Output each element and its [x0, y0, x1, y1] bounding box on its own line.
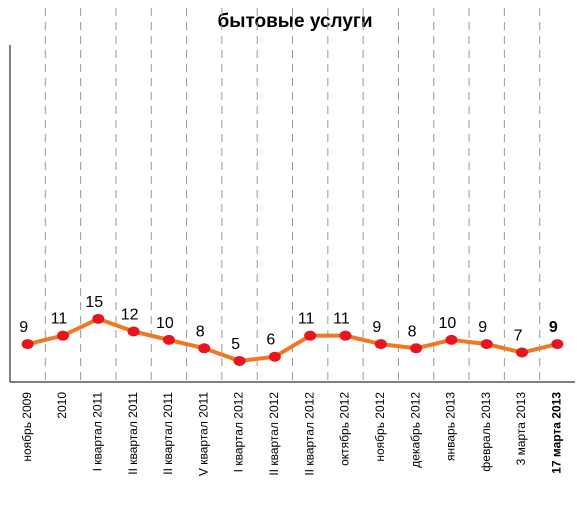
x-tick-label: декабрь 2012 [408, 392, 422, 468]
x-tick-label: II квартал 2012 [302, 392, 316, 476]
x-tick-label: февраль 2013 [479, 392, 493, 472]
x-tick-label: 2010 [55, 392, 69, 419]
marker [304, 330, 317, 341]
x-tick-label: II квартал 2012 [267, 392, 281, 476]
x-tick-label: ноябрь 2009 [20, 392, 34, 462]
data-label: 9 [19, 319, 28, 336]
marker [551, 339, 564, 350]
x-tick-label: I квартал 2012 [232, 392, 246, 473]
data-label: 6 [266, 332, 275, 349]
marker [410, 343, 423, 354]
marker [56, 330, 69, 341]
data-label: 5 [231, 336, 240, 353]
x-tick-label: 17 марта 2013 [550, 392, 564, 474]
marker [339, 330, 352, 341]
data-label: 10 [439, 315, 457, 332]
x-tick-label: 3 марта 2013 [514, 392, 528, 466]
data-label: 11 [298, 311, 315, 328]
marker [198, 343, 211, 354]
marker [480, 339, 493, 350]
marker [21, 339, 34, 350]
data-label: 7 [514, 328, 523, 345]
data-label: 15 [85, 294, 103, 311]
x-tick-label: V квартал 2011 [196, 392, 210, 476]
marker [127, 326, 140, 337]
x-tick-label: II квартал 2011 [161, 392, 175, 475]
data-label: 12 [121, 306, 139, 323]
chart-title: бытовые услуги [217, 11, 372, 32]
data-label: 9 [549, 319, 558, 336]
marker [92, 313, 105, 324]
x-tick-label: январь 2013 [444, 392, 458, 461]
data-label: 11 [333, 311, 350, 328]
data-label: 8 [408, 323, 417, 340]
x-tick-label: ноябрь 2012 [373, 392, 387, 462]
marker [374, 339, 387, 350]
marker [445, 334, 458, 345]
data-label: 8 [196, 323, 205, 340]
marker [516, 347, 529, 358]
line [27, 316, 558, 363]
data-label: 9 [372, 319, 381, 336]
x-tick-label: I квартал 2011 [90, 392, 104, 472]
marker [233, 355, 246, 366]
marker [162, 334, 175, 345]
x-tick-label: II квартал 2011 [126, 392, 140, 475]
data-label: 11 [51, 311, 68, 328]
data-label: 9 [478, 319, 487, 336]
x-tick-label: октябрь 2012 [338, 392, 352, 466]
data-label: 10 [156, 315, 174, 332]
marker [268, 351, 281, 362]
